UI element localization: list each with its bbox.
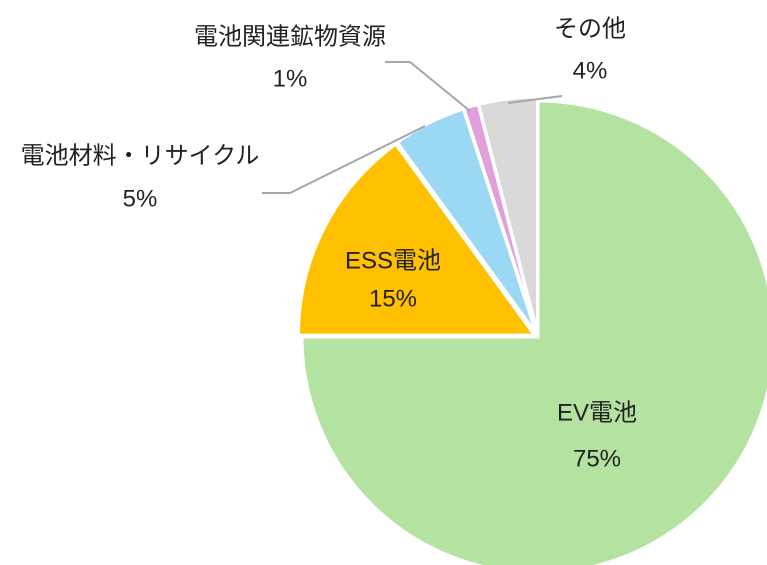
slice-label: 電池材料・リサイクル: [21, 142, 260, 169]
leader-line: [507, 95, 563, 104]
slice-value: 4%: [573, 57, 608, 84]
slice-value: 75%: [573, 445, 621, 472]
leader-line: [262, 125, 426, 194]
slice-value: 5%: [123, 185, 158, 212]
slice-label: 電池関連鉱物資源: [194, 23, 386, 50]
slice-label: ESS電池: [345, 247, 441, 274]
leader-line: [385, 61, 471, 112]
slice-value: 1%: [273, 65, 308, 92]
pie-slice: [296, 142, 536, 337]
pie-slice: [477, 95, 539, 335]
slice-label: EV電池: [557, 399, 637, 426]
slice-value: 15%: [369, 285, 417, 312]
pie-slice: [300, 99, 767, 565]
slice-label: その他: [554, 15, 626, 42]
